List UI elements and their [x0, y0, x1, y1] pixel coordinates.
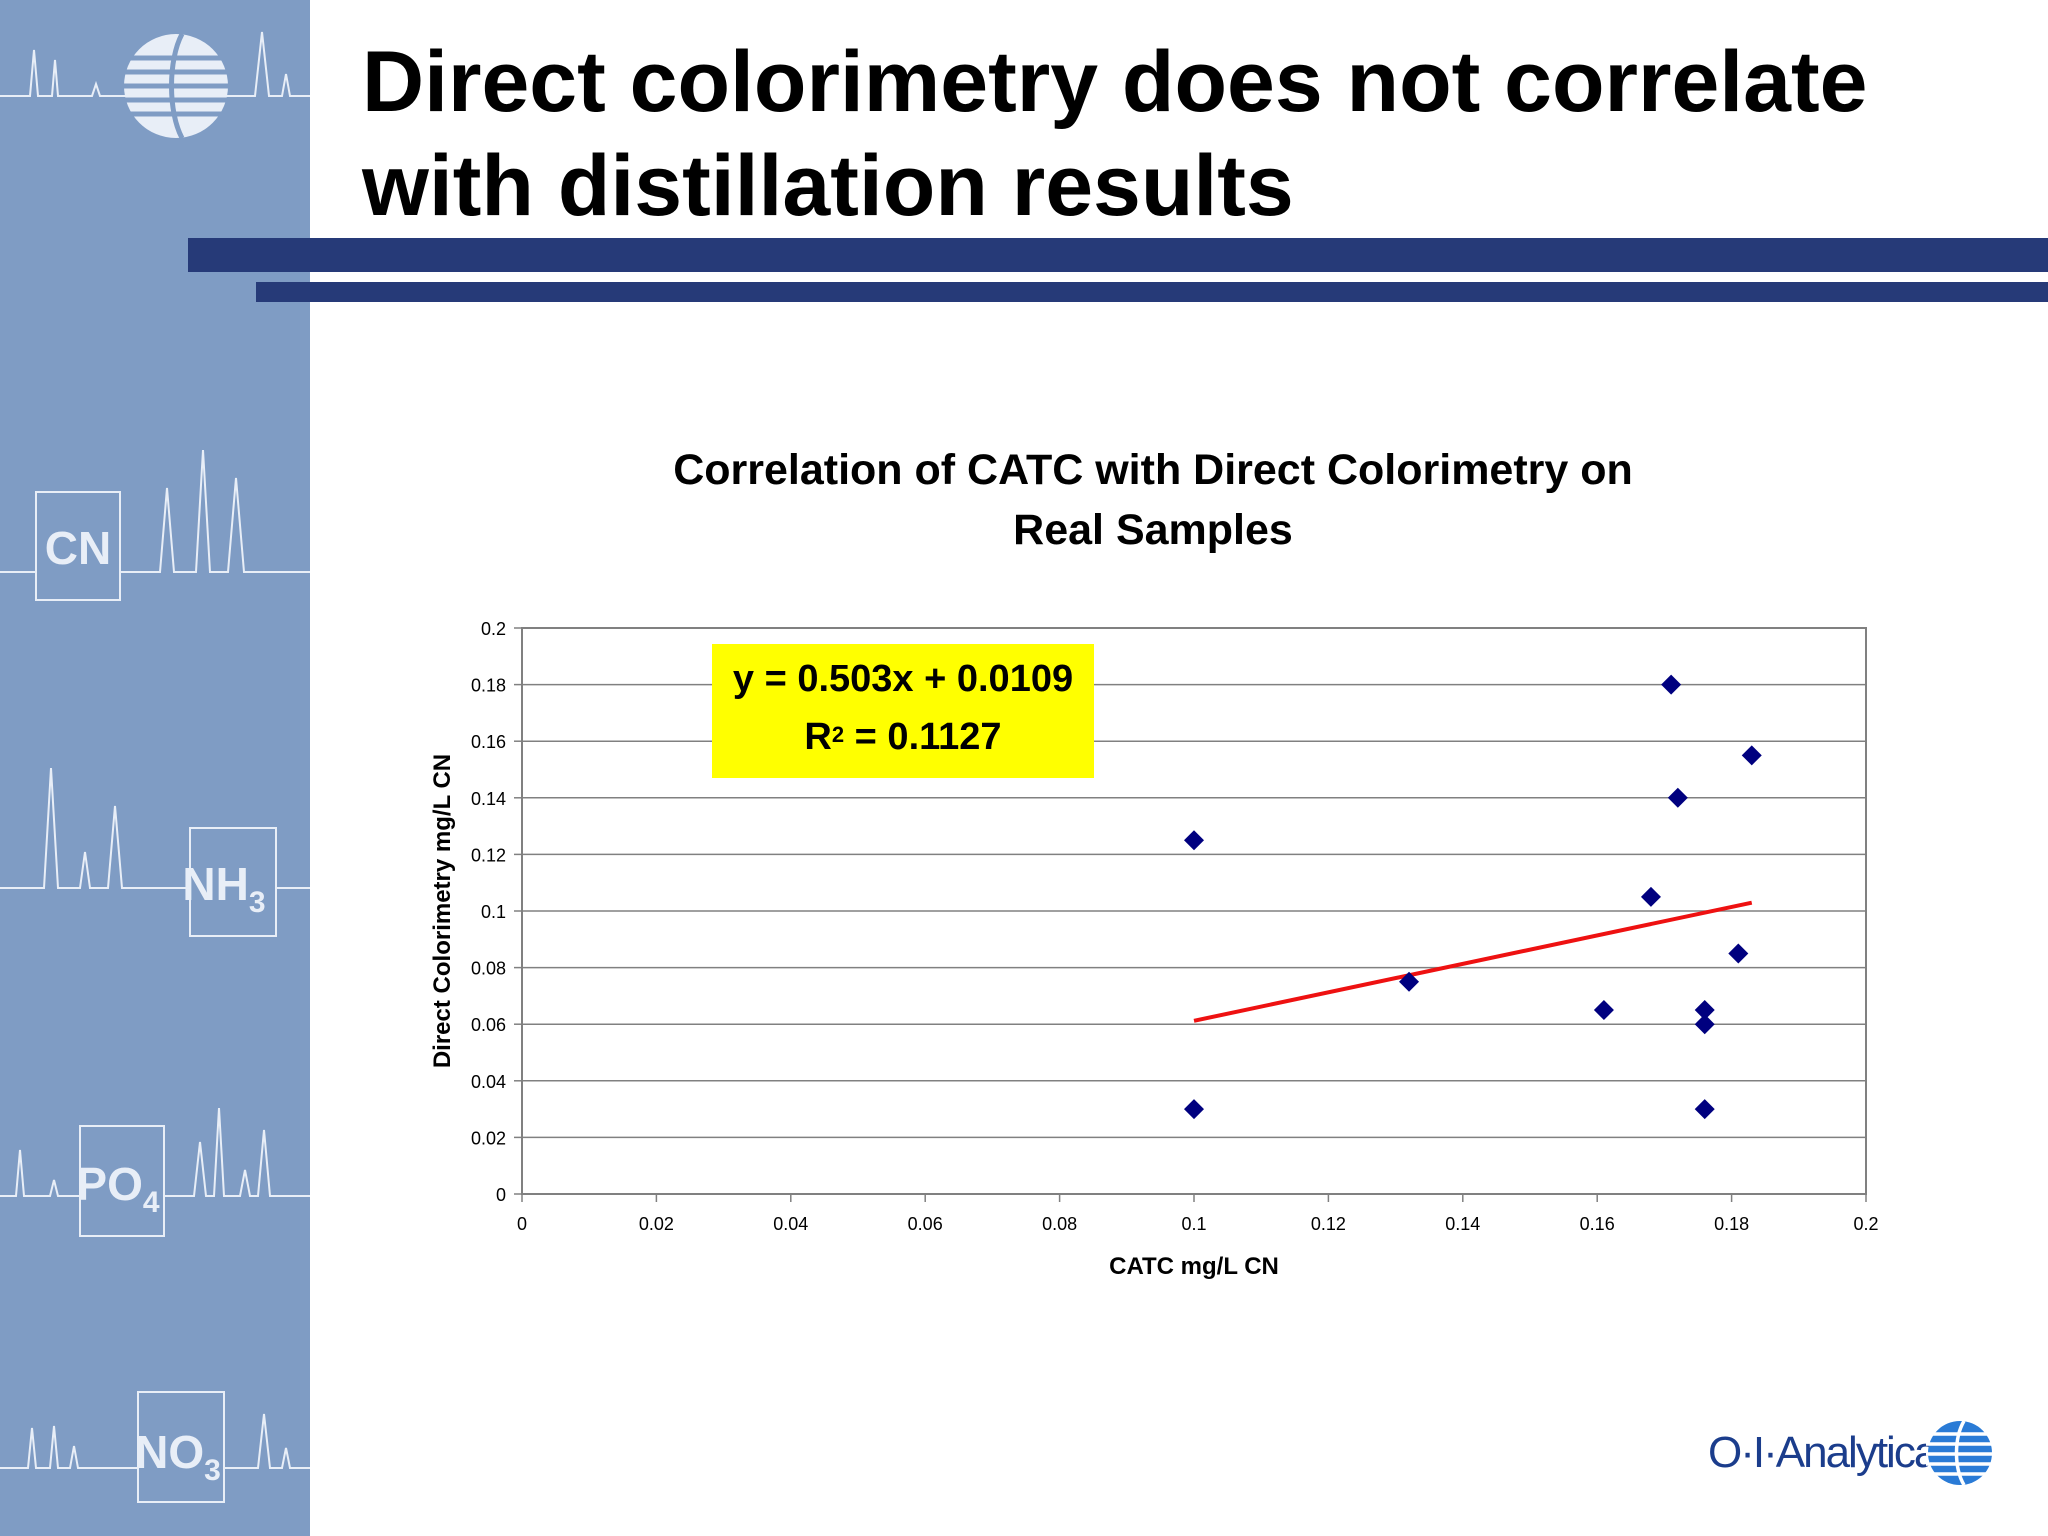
x-tick-label: 0.04: [773, 1214, 808, 1234]
x-tick-label: 0.1: [1181, 1214, 1206, 1234]
trendline: [1193, 900, 1753, 1023]
x-tick-label: 0.08: [1042, 1214, 1077, 1234]
label-po4: PO4: [76, 1158, 159, 1219]
label-no3-main: NO: [135, 1426, 204, 1478]
title-rule-thick: [188, 238, 2048, 272]
x-axis-label: CATC mg/L CN: [1109, 1253, 1279, 1280]
y-tick-label: 0.12: [471, 845, 506, 865]
y-tick-label: 0.06: [471, 1015, 506, 1035]
r-squared-suffix: = 0.1127: [844, 716, 1002, 758]
chart-title-line1: Correlation of CATC with Direct Colorime…: [673, 446, 1633, 494]
company-logo-text: O·I·Analytical: [1708, 1428, 1946, 1477]
data-point: [1640, 886, 1661, 907]
r-squared-sup: 2: [831, 722, 845, 747]
data-point: [1399, 971, 1420, 992]
y-tick-label: 0: [496, 1185, 506, 1205]
label-po4-main: PO: [76, 1158, 142, 1210]
label-nh3-sub: 3: [249, 886, 266, 919]
data-point: [1741, 745, 1762, 766]
x-tick-label: 0.2: [1853, 1214, 1878, 1234]
grid-lines: [522, 683, 1866, 1139]
slide-title-line2: with distillation results: [362, 138, 1294, 234]
data-points: [1184, 674, 1762, 1120]
x-tick-label: 0.12: [1311, 1214, 1346, 1234]
y-tick-label: 0.02: [471, 1128, 506, 1148]
label-nh3-main: NH: [182, 858, 248, 910]
label-no3: NO3: [135, 1426, 221, 1487]
data-point: [1184, 830, 1204, 851]
slide-title: Direct colorimetry does not correlate wi…: [362, 30, 2002, 238]
label-po4-sub: 4: [143, 1186, 160, 1219]
data-point: [1661, 674, 1682, 695]
data-point: [1184, 1099, 1204, 1120]
axes: 00.020.040.060.080.10.120.140.160.180.20…: [471, 619, 1879, 1234]
chromatogram-decoration: CN NH3 PO4 NO3: [0, 31, 310, 1503]
x-tick-label: 0.14: [1445, 1214, 1480, 1234]
label-no3-sub: 3: [204, 1454, 221, 1487]
y-tick-label: 0.04: [471, 1072, 506, 1092]
data-point: [1694, 1099, 1715, 1120]
data-point: [1694, 1000, 1715, 1021]
y-tick-label: 0.1: [481, 902, 506, 922]
label-nh3: NH3: [182, 858, 265, 919]
x-tick-label: 0: [517, 1214, 527, 1234]
r-squared-value: R2 = 0.1127: [712, 708, 1094, 766]
y-tick-label: 0.2: [481, 619, 506, 639]
x-tick-label: 0.16: [1580, 1214, 1615, 1234]
globe-logo-icon: [120, 32, 232, 140]
x-tick-label: 0.02: [639, 1214, 674, 1234]
trendline-equation-box: y = 0.503x + 0.0109 R2 = 0.1127: [712, 644, 1094, 778]
globe-logo-icon: [1926, 1420, 1994, 1486]
company-logo: O·I·Analytical: [1708, 1414, 1998, 1488]
slide-title-line1: Direct colorimetry does not correlate: [362, 34, 1868, 130]
data-point: [1694, 1014, 1715, 1035]
r-squared-prefix: R: [804, 716, 832, 758]
y-axis-label: Direct Colorimetry mg/L CN: [429, 754, 456, 1068]
trendline-layer: [1193, 900, 1753, 1023]
data-point: [1728, 943, 1749, 964]
y-tick-label: 0.18: [471, 676, 506, 696]
y-tick-label: 0.08: [471, 959, 506, 979]
y-tick-label: 0.14: [471, 789, 506, 809]
trendline-equation: y = 0.503x + 0.0109: [732, 658, 1074, 700]
data-point: [1667, 787, 1688, 808]
label-cn: CN: [45, 522, 111, 574]
x-tick-label: 0.18: [1714, 1214, 1749, 1234]
data-point: [1593, 1000, 1614, 1021]
x-tick-label: 0.06: [908, 1214, 943, 1234]
title-rule-thin: [256, 282, 2048, 302]
chart-title-line2: Real Samples: [1013, 506, 1293, 554]
chart-title: Correlation of CATC with Direct Colorime…: [520, 440, 1786, 560]
y-tick-label: 0.16: [471, 732, 506, 752]
